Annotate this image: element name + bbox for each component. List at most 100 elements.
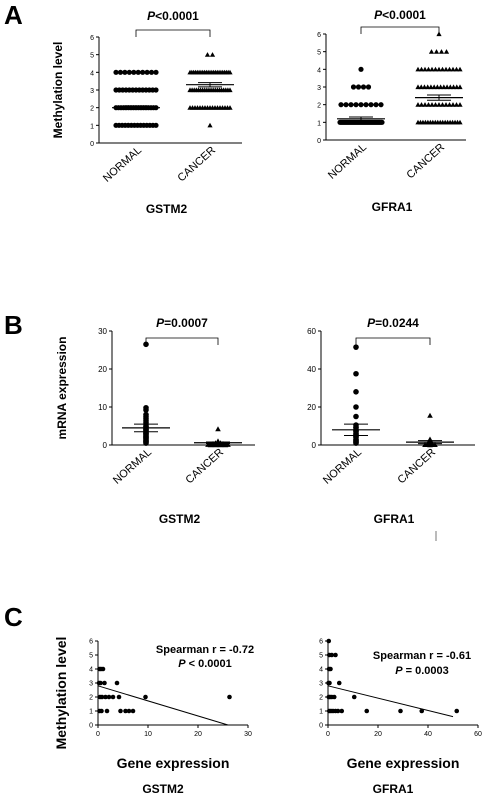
data-point — [415, 102, 421, 107]
data-point — [457, 102, 463, 107]
data-point — [207, 122, 213, 128]
data-point — [143, 440, 149, 446]
x-tick-label: 0 — [326, 731, 330, 738]
x-axis-label: Gene expression — [347, 755, 460, 771]
y-tick-label: 1 — [90, 123, 94, 130]
chart-title: GSTM2 — [142, 782, 184, 796]
x-tick-label: 30 — [244, 731, 252, 738]
data-point — [328, 666, 333, 672]
data-point — [422, 66, 428, 72]
data-point — [329, 652, 335, 658]
data-point — [327, 680, 332, 686]
y-tick-label: 1 — [317, 120, 321, 127]
data-point — [326, 638, 332, 644]
data-point — [373, 102, 379, 108]
data-point — [103, 694, 108, 700]
dot-plot-a-gstm2: 0 1 2 3 4 5 6 Methylation level P<0.0001 NORMAL CA… — [51, 9, 242, 216]
significance-bracket — [135, 29, 211, 37]
category-label: CANCER — [395, 446, 438, 486]
y-tick-label: 20 — [98, 365, 107, 374]
data-point — [227, 694, 232, 700]
data-point — [418, 66, 425, 72]
category-label: CANCER — [404, 141, 447, 181]
data-point — [398, 708, 403, 714]
data-point — [353, 370, 359, 377]
data-point — [339, 708, 345, 714]
data-point — [205, 441, 211, 447]
data-point — [227, 69, 233, 75]
y-tick-label: 30 — [98, 327, 107, 336]
chart-title: GSTM2 — [146, 202, 188, 216]
y-tick-label: 6 — [317, 32, 321, 39]
chart-title: GFRA1 — [374, 512, 415, 526]
data-point — [429, 66, 435, 72]
data-point — [227, 105, 233, 110]
charts-layer: 0 1 2 3 4 5 6 Methylation level P<0.0001 NORMAL CA… — [51, 8, 482, 796]
data-point — [99, 708, 104, 714]
p-value-label: P<0.0001 — [147, 9, 199, 23]
data-point — [143, 407, 149, 413]
y-tick-label: 3 — [319, 681, 323, 688]
data-point — [363, 102, 369, 108]
data-point — [102, 680, 107, 686]
data-point — [140, 69, 146, 75]
data-point — [446, 102, 453, 107]
data-point — [144, 69, 150, 75]
data-point — [378, 102, 384, 108]
y-tick-label: 0 — [312, 441, 317, 450]
p-value-label: P = 0.0003 — [395, 665, 449, 677]
data-point — [353, 404, 359, 410]
category-label: NORMAL — [111, 446, 154, 486]
data-point — [365, 84, 372, 90]
y-tick-label: 4 — [89, 667, 93, 674]
x-axis-label: Gene expression — [117, 755, 230, 771]
chart-title: GSTM2 — [159, 512, 201, 526]
data-point — [135, 69, 141, 75]
data-point — [436, 102, 442, 107]
data-point — [126, 69, 132, 75]
data-point — [418, 102, 425, 107]
data-point — [143, 694, 148, 700]
data-point — [343, 102, 349, 108]
y-axis-label: Methylation level — [51, 42, 65, 139]
data-point — [439, 102, 446, 107]
data-point — [113, 69, 119, 75]
y-tick-label: 4 — [319, 667, 323, 674]
y-axis-label: Methylation level — [53, 637, 69, 750]
category-label: NORMAL — [101, 144, 144, 184]
data-point — [443, 66, 449, 72]
data-point — [353, 413, 359, 420]
dot-plot-b-gstm2: 0 10 20 30 mRNA expression P=0.0007 NORMAL CANC… — [55, 316, 255, 526]
data-point — [350, 84, 357, 90]
y-tick-label: 2 — [90, 106, 94, 113]
data-point — [210, 441, 216, 447]
data-point — [428, 49, 435, 54]
spearman-label: Spearman r = -0.72 — [156, 644, 254, 656]
data-point — [439, 66, 446, 72]
data-point — [122, 69, 128, 75]
data-point — [204, 52, 211, 57]
y-tick-label: 5 — [89, 653, 93, 660]
trendline — [327, 685, 454, 718]
data-point — [422, 102, 428, 107]
spearman-label: Spearman r = -0.61 — [373, 650, 471, 662]
data-point — [130, 708, 136, 714]
data-point — [436, 31, 442, 37]
data-point — [429, 102, 435, 107]
y-tick-label: 0 — [89, 723, 93, 730]
data-point — [215, 441, 221, 447]
data-point — [227, 87, 233, 93]
data-point — [450, 66, 456, 72]
data-point — [419, 708, 425, 714]
category-label: CANCER — [175, 144, 218, 184]
data-point — [333, 652, 338, 658]
chart-title: GFRA1 — [373, 782, 414, 796]
data-point — [153, 87, 159, 93]
data-point — [427, 442, 433, 448]
y-tick-label: 1 — [319, 709, 323, 716]
panel-letter-c: C — [4, 602, 23, 632]
data-point — [432, 102, 439, 107]
y-tick-label: 0 — [103, 441, 108, 450]
